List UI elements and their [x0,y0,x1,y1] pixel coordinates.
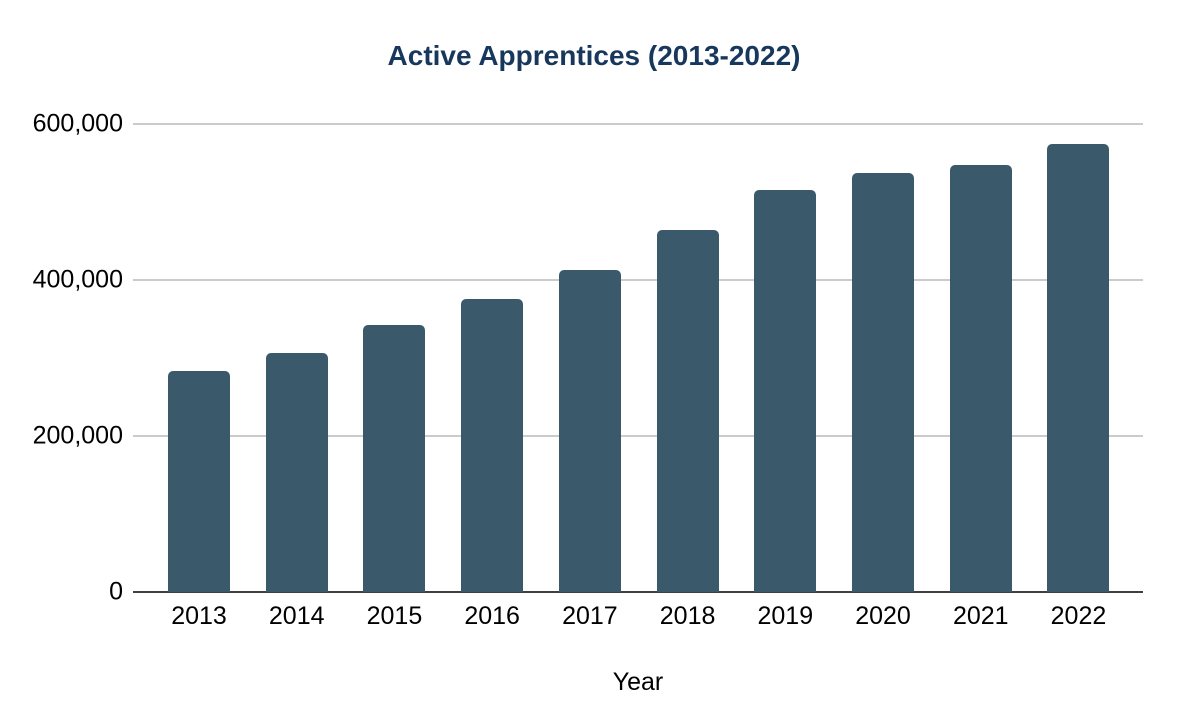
y-tick-label: 400,000 [32,265,123,294]
bar-2017 [558,269,621,592]
y-tick-label: 200,000 [32,421,123,450]
bar-2018 [656,230,719,592]
bar-2016 [461,298,524,592]
gridline-400000 [133,279,1143,281]
y-tick-label: 0 [109,577,123,606]
x-tick-label-2022: 2022 [1050,602,1107,630]
plot-area [133,123,1143,593]
bar-2014 [265,353,328,592]
x-axis-line [133,591,1143,593]
gridline-600000 [133,123,1143,125]
x-tick-label-2016: 2016 [464,602,520,630]
bar-2013 [168,371,230,592]
x-tick-label-2017: 2017 [562,602,618,630]
bar-2020 [852,173,915,592]
y-tick-label: 600,000 [32,109,123,138]
x-tick-label-2018: 2018 [659,602,716,630]
x-tick-label-2013: 2013 [171,602,227,630]
chart-title: Active Apprentices (2013-2022) [387,40,801,71]
bar-2021 [949,165,1012,592]
x-tick-label-2019: 2019 [757,602,814,630]
x-tick-label-2021: 2021 [952,602,1009,630]
x-tick-label-2020: 2020 [855,602,911,630]
bar-2015 [363,325,426,592]
x-axis-title: Year [612,668,664,696]
x-tick-label-2015: 2015 [366,602,423,630]
gridline-200000 [133,435,1143,437]
x-tick-label-2014: 2014 [268,602,325,630]
bar-2022 [1047,144,1110,592]
x-axis: 2013 2014 2015 2016 2017 2018 2019 2020 2021 2022 [133,602,1143,634]
y-axis: 0 200,000 400,000 600,000 [0,110,123,606]
bar-2019 [754,190,817,592]
